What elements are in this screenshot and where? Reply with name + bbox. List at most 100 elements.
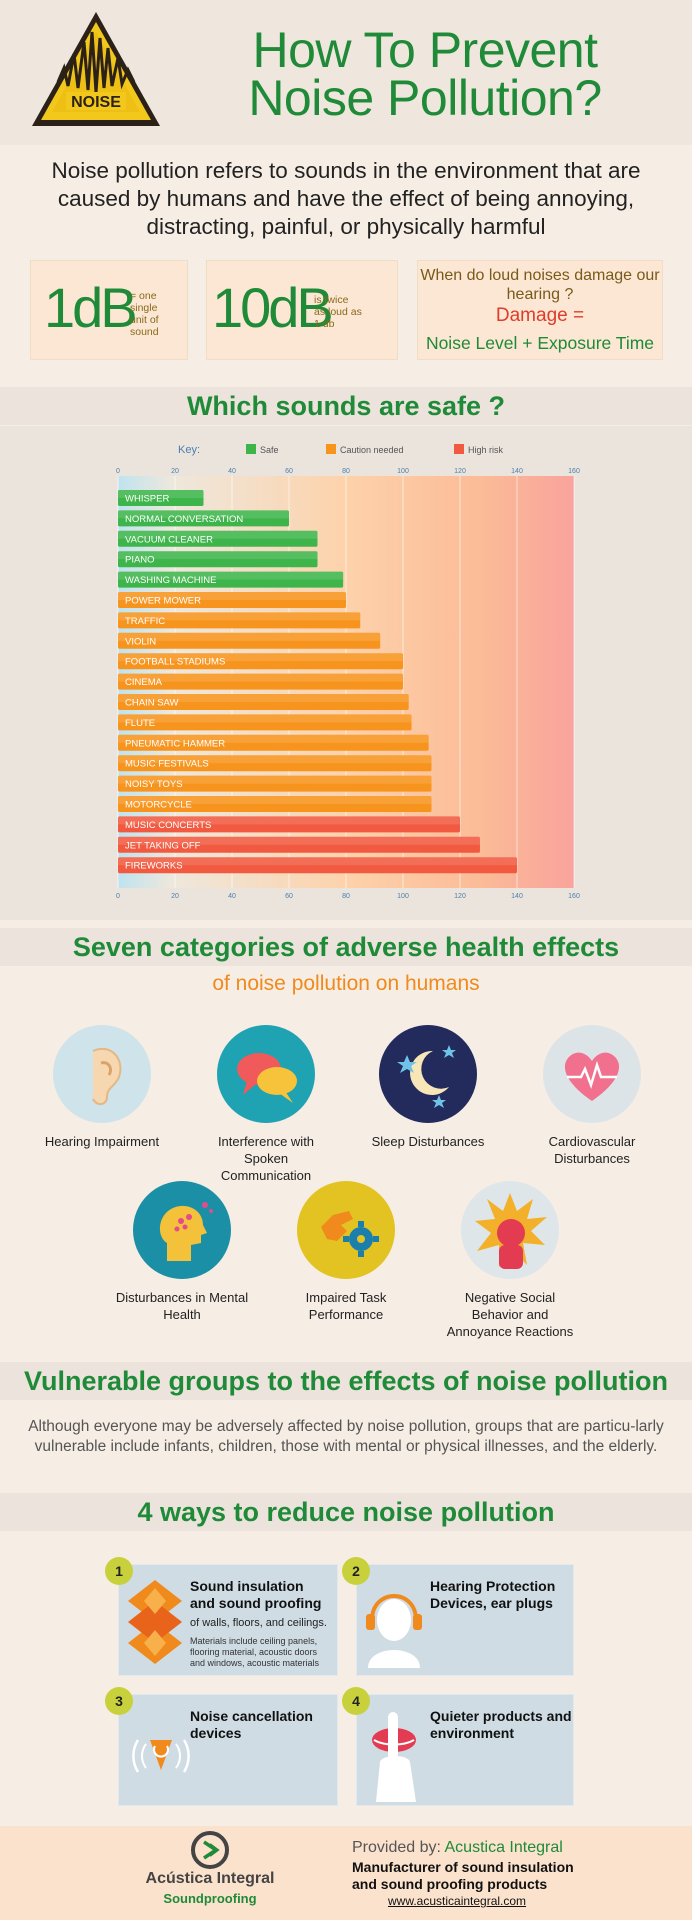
- vulnerable-text: Although everyone may be adversely affec…: [28, 1418, 664, 1455]
- way-1-note: and windows, acoustic materials: [190, 1658, 320, 1668]
- logo-text: NOISE: [71, 94, 121, 111]
- effect-social-behavior: Negative Social Behavior and Annoyance R…: [440, 1181, 580, 1340]
- bar-highlight: [118, 816, 460, 825]
- tick-label: 60: [285, 893, 293, 900]
- tick-label: 160: [568, 468, 580, 475]
- ten-db-value: 10dB: [212, 276, 334, 339]
- title-line-1: How To Prevent: [252, 22, 598, 78]
- acustica-logo-icon[interactable]: [188, 1830, 232, 1870]
- damage-label: Damage =: [495, 305, 585, 326]
- effect-label-line: Sleep Disturbances: [371, 1134, 485, 1149]
- bar-label: CHAIN SAW: [125, 698, 179, 709]
- manufacturer-line: and sound proofing products: [352, 1876, 548, 1892]
- way-card-2: Hearing Protection Devices, ear plugs: [356, 1564, 574, 1676]
- effect-label: Negative Social Behavior and Annoyance R…: [440, 1289, 580, 1340]
- bar-highlight: [118, 612, 361, 621]
- provided-by-label: Provided by:: [352, 1839, 445, 1856]
- bar: [118, 571, 344, 588]
- bar: [118, 673, 403, 690]
- effect-label: Cardiovascular Disturbances: [522, 1133, 662, 1167]
- bar-highlight: [118, 714, 412, 723]
- bar-label: NOISY TOYS: [125, 779, 183, 790]
- manufacturer-text: Manufacturer of sound insulation and sou…: [352, 1859, 682, 1893]
- effect-label-line: Behavior and: [471, 1307, 549, 1322]
- bar: [118, 816, 460, 833]
- bar-highlight: [118, 836, 480, 845]
- ten-db-desc-line: as loud as: [314, 306, 362, 318]
- tick-label: 0: [116, 468, 120, 475]
- bar-label: PNEUMATIC HAMMER: [125, 738, 225, 749]
- way-4-title: Quieter products and: [430, 1708, 572, 1724]
- website-link[interactable]: www.acusticaintegral.com: [388, 1894, 527, 1908]
- safe-sounds-chart: Key: Safe Caution needed High risk 0 20 40 60 8…: [116, 444, 580, 900]
- effect-label-line: Impaired Task: [305, 1290, 387, 1305]
- bar-label: WHISPER: [125, 494, 169, 505]
- effect-label-line: Annoyance Reactions: [446, 1324, 574, 1339]
- way-2-text: Hearing Protection Devices, ear plugs: [430, 1578, 572, 1612]
- way-1-note: Materials include ceiling panels,: [190, 1636, 318, 1646]
- bar: [118, 530, 318, 547]
- vulnerable-heading: Vulnerable groups to the effects of nois…: [0, 1362, 692, 1400]
- hand-gear-icon: [297, 1181, 395, 1279]
- way-card-4: Quieter products and environment: [356, 1694, 574, 1806]
- one-db-desc-line: single: [130, 302, 158, 314]
- bar-label: NORMAL CONVERSATION: [125, 514, 243, 525]
- effect-spoken-communication: Interference with Spoken Communication: [196, 1025, 336, 1184]
- bar: [118, 857, 517, 874]
- damage-question: When do loud noises damage our hearing ?: [420, 267, 660, 303]
- legend-label: Safe: [260, 445, 279, 455]
- footer-logo-subtitle: Soundproofing: [163, 1891, 257, 1906]
- effect-hearing-impairment: Hearing Impairment: [32, 1025, 172, 1150]
- bar-label: CINEMA: [125, 677, 163, 688]
- ten-db-box: 10dB is twice as loud as 1 db: [206, 260, 398, 360]
- legend-label: Caution needed: [340, 445, 404, 455]
- tick-label: 120: [454, 893, 466, 900]
- effect-label: Disturbances in Mental Health: [112, 1289, 252, 1323]
- tick-label: 0: [116, 893, 120, 900]
- way-3-title: Noise cancellation: [190, 1708, 313, 1724]
- heart-icon: [543, 1025, 641, 1123]
- bar: [118, 490, 204, 506]
- bar-label: FOOTBALL STADIUMS: [125, 657, 225, 668]
- tick-label: 20: [171, 468, 179, 475]
- way-2-number: 2: [342, 1557, 370, 1585]
- bar: [118, 755, 432, 772]
- bar-label: VIOLIN: [125, 636, 156, 647]
- legend-swatch: [326, 444, 336, 454]
- bar: [118, 510, 289, 527]
- effect-label-line: Negative Social: [464, 1290, 556, 1305]
- bar-label: MUSIC FESTIVALS: [125, 759, 209, 770]
- damage-formula: Noise Level + Exposure Time: [425, 333, 655, 353]
- bar: [118, 551, 318, 568]
- legend-swatch: [454, 444, 464, 454]
- bar: [118, 836, 480, 853]
- tick-label: 40: [228, 893, 236, 900]
- bar-label: MUSIC CONCERTS: [125, 820, 211, 831]
- effect-cardiovascular: Cardiovascular Disturbances: [522, 1025, 662, 1167]
- effects-heading: Seven categories of adverse health effec…: [0, 928, 692, 966]
- effect-label-line: Interference with Spoken: [217, 1134, 315, 1166]
- way-2-title: Devices, ear plugs: [430, 1595, 553, 1611]
- bar-label: PIANO: [125, 555, 155, 566]
- footer-logo-name: Acústica Integral: [145, 1870, 275, 1887]
- manufacturer-line: Manufacturer of sound insulation: [352, 1859, 574, 1875]
- provider-name: Acustica Integral: [444, 1839, 563, 1856]
- effect-label-line: Health: [163, 1307, 201, 1322]
- legend-title: Key:: [178, 444, 200, 456]
- tick-label: 160: [568, 893, 580, 900]
- title-line-2: Noise Pollution?: [248, 70, 602, 126]
- bar-highlight: [118, 632, 381, 641]
- way-4-text: Quieter products and environment: [430, 1708, 572, 1742]
- one-db-box: 1dB = one single unit of sound: [30, 260, 188, 360]
- tick-label: 100: [397, 893, 409, 900]
- tick-label: 60: [285, 468, 293, 475]
- bar-label: TRAFFIC: [125, 616, 165, 627]
- effect-sleep-disturbances: Sleep Disturbances: [358, 1025, 498, 1150]
- ten-db-desc-line: 1 db: [314, 318, 335, 330]
- way-1-number: 1: [105, 1557, 133, 1585]
- way-1-title: Sound insulation: [190, 1578, 304, 1594]
- head-brain-icon: [133, 1181, 231, 1279]
- bar-label: POWER MOWER: [125, 596, 201, 607]
- bar: [118, 734, 429, 751]
- effect-label-line: Disturbances in Mental: [115, 1290, 249, 1305]
